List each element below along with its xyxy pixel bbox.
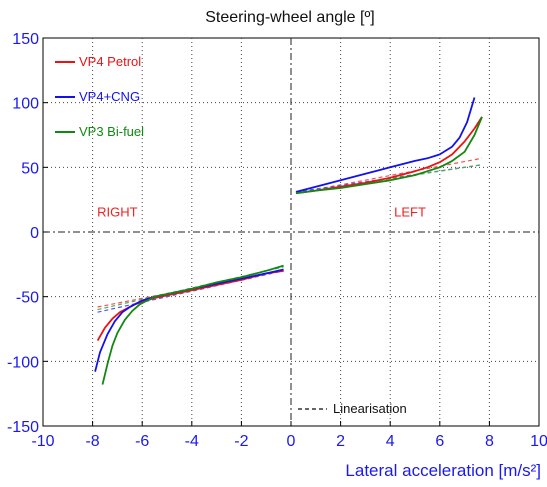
legend: VP4 Petrol VP4+CNG VP3 Bi-fuel xyxy=(55,54,144,139)
linearisation-line xyxy=(97,266,284,311)
linearisation-legend-label: Linearisation xyxy=(333,401,407,416)
legend-label: VP4+CNG xyxy=(79,89,140,104)
chart-title: Steering-wheel angle [º] xyxy=(205,9,375,26)
x-tick-label: 8 xyxy=(485,433,494,450)
y-tick-labels: 150 100 50 0 -50 -100 -150 xyxy=(7,31,48,436)
series-line xyxy=(101,264,284,385)
legend-label: VP4 Petrol xyxy=(79,54,141,69)
y-tick-label: 0 xyxy=(30,225,39,242)
y-tick-label: 100 xyxy=(12,96,39,113)
legend-label: VP3 Bi-fuel xyxy=(79,124,144,139)
series-line xyxy=(295,116,483,195)
series-line xyxy=(295,116,483,195)
x-tick-label: -4 xyxy=(185,433,199,450)
y-tick-label: -50 xyxy=(16,290,39,307)
series-line xyxy=(295,97,476,193)
x-tick-label: 2 xyxy=(336,433,345,450)
y-tick-label: 50 xyxy=(21,160,39,177)
x-tick-label: 4 xyxy=(386,433,395,450)
linearisation-lines xyxy=(97,157,483,313)
x-tick-label: 6 xyxy=(435,433,444,450)
y-tick-label: -100 xyxy=(7,354,39,371)
region-label: RIGHT xyxy=(97,204,138,219)
y-tick-label: -150 xyxy=(7,419,39,436)
region-label: LEFT xyxy=(394,204,426,219)
x-tick-label: -6 xyxy=(135,433,149,450)
series-lines xyxy=(94,97,483,385)
region-labels: RIGHT LEFT xyxy=(97,204,426,219)
x-tick-label: -10 xyxy=(31,433,54,450)
zero-axes xyxy=(43,38,539,426)
x-axis-label: Lateral acceleration [m/s²] xyxy=(345,461,541,480)
x-tick-labels: -10 -8 -6 -4 -2 0 2 4 6 8 10 xyxy=(31,421,547,450)
x-tick-label: 0 xyxy=(287,433,296,450)
x-tick-label: -8 xyxy=(85,433,99,450)
linearisation-legend: Linearisation xyxy=(298,401,407,416)
y-tick-label: 150 xyxy=(12,31,39,48)
linearisation-line xyxy=(97,270,284,313)
x-tick-label: -2 xyxy=(234,433,248,450)
series-line xyxy=(94,268,284,372)
x-tick-label: 10 xyxy=(530,433,547,450)
